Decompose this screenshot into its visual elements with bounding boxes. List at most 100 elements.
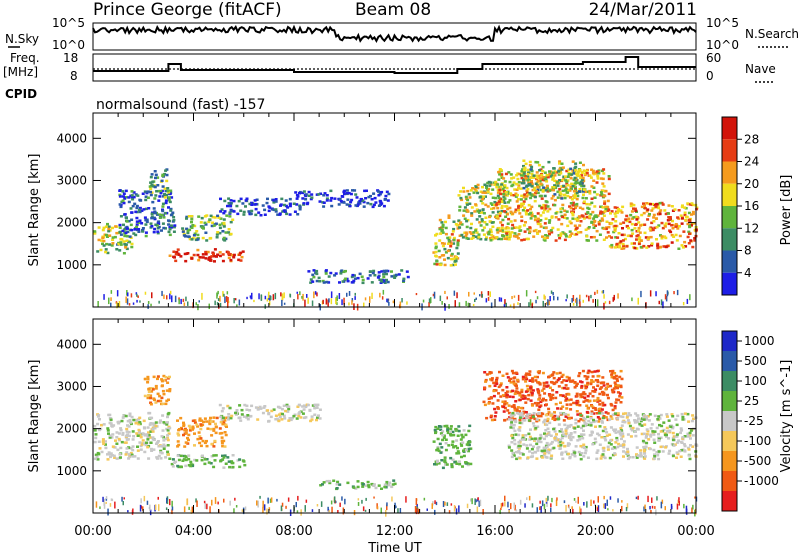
echo-cell	[144, 195, 148, 198]
echo-cell	[382, 204, 386, 208]
ground-scatter	[656, 496, 658, 501]
echo-cell	[673, 208, 677, 211]
echo-cell	[621, 432, 625, 435]
echo-cell	[572, 449, 576, 453]
echo-cell	[458, 222, 462, 226]
echo-cell	[541, 412, 545, 416]
echo-cell	[681, 436, 685, 439]
echo-cell	[506, 222, 510, 225]
echo-cell	[297, 403, 301, 407]
echo-cell	[613, 452, 617, 455]
echo-cell	[651, 430, 655, 433]
colorbar-segment	[722, 451, 737, 471]
echo-cell	[390, 270, 393, 273]
echo-cell	[236, 459, 240, 462]
echo-cell	[356, 203, 360, 206]
echo-cell	[512, 226, 516, 229]
echo-cell	[120, 440, 124, 444]
echo-cell	[565, 375, 569, 379]
echo-cell	[127, 434, 131, 438]
echo-cell	[554, 212, 558, 215]
echo-cell	[521, 377, 525, 381]
echo-cell	[678, 449, 682, 453]
ground-scatter	[268, 291, 270, 299]
echo-cell	[553, 174, 557, 177]
echo-cell	[514, 192, 518, 195]
echo-cell	[225, 425, 228, 428]
echo-cell	[126, 438, 130, 441]
colorbar-tick-label: 4	[744, 266, 752, 280]
echo-cell	[658, 423, 661, 427]
echo-cell	[235, 204, 239, 208]
echo-cell	[663, 225, 667, 228]
echo-cell	[624, 412, 627, 415]
echo-cell	[612, 446, 616, 449]
echo-cell	[294, 191, 298, 194]
echo-cell	[109, 455, 112, 459]
echo-cell	[115, 442, 119, 445]
ground-scatter	[188, 506, 190, 510]
echo-cell	[337, 203, 341, 206]
echo-cell	[547, 443, 551, 447]
echo-cell	[149, 430, 153, 433]
ground-scatter	[346, 292, 348, 297]
echo-cell	[485, 223, 489, 226]
echo-cell	[195, 230, 199, 233]
echo-cell	[94, 436, 98, 440]
echo-cell	[647, 438, 651, 441]
echo-cell	[604, 208, 608, 211]
echo-cell	[613, 372, 617, 375]
echo-cell	[438, 256, 442, 259]
echo-cell	[124, 243, 128, 246]
echo-cell	[657, 432, 660, 436]
echo-cell	[501, 388, 505, 392]
echo-cell	[617, 232, 621, 235]
echo-cell	[224, 237, 228, 241]
echo-cell	[242, 415, 246, 418]
echo-cell	[126, 419, 130, 423]
echo-cell	[605, 431, 609, 434]
echo-cell	[484, 195, 487, 198]
echo-cell	[231, 218, 235, 221]
colorbar-tick-label: 500	[744, 354, 767, 368]
echo-cell	[227, 418, 230, 421]
echo-cell	[553, 437, 557, 440]
ground-scatter	[364, 297, 367, 301]
echo-cell	[444, 251, 448, 254]
ground-scatter	[314, 291, 317, 295]
echo-cell	[136, 449, 140, 452]
echo-cell	[221, 259, 225, 263]
echo-cell	[295, 197, 299, 200]
echo-cell	[651, 207, 655, 210]
echo-cell	[585, 235, 589, 238]
echo-cell	[565, 379, 569, 382]
echo-cell	[522, 164, 525, 168]
echo-cell	[618, 444, 622, 447]
echo-cell	[528, 226, 532, 229]
echo-cell	[634, 215, 638, 219]
echo-cell	[649, 229, 653, 232]
echo-cell	[142, 426, 146, 429]
echo-cell	[564, 235, 568, 238]
echo-cell	[503, 210, 506, 213]
echo-cell	[551, 176, 555, 179]
echo-cell	[523, 395, 527, 398]
echo-cell	[272, 201, 276, 204]
ground-scatter	[613, 294, 615, 301]
echo-cell	[538, 180, 542, 183]
echo-cell	[296, 213, 300, 216]
echo-cell	[589, 213, 593, 216]
echo-cell	[167, 453, 170, 456]
echo-cell	[601, 177, 605, 181]
ground-scatter	[281, 502, 284, 507]
echo-cell	[515, 174, 519, 177]
echo-cell	[131, 204, 135, 208]
echo-cell	[614, 215, 618, 218]
ground-scatter	[297, 294, 299, 300]
echo-cell	[298, 208, 302, 211]
echo-cell	[218, 251, 222, 254]
echo-cell	[689, 223, 693, 227]
ground-scatter	[357, 502, 360, 506]
ground-scatter	[603, 495, 605, 500]
echo-cell	[383, 483, 387, 486]
